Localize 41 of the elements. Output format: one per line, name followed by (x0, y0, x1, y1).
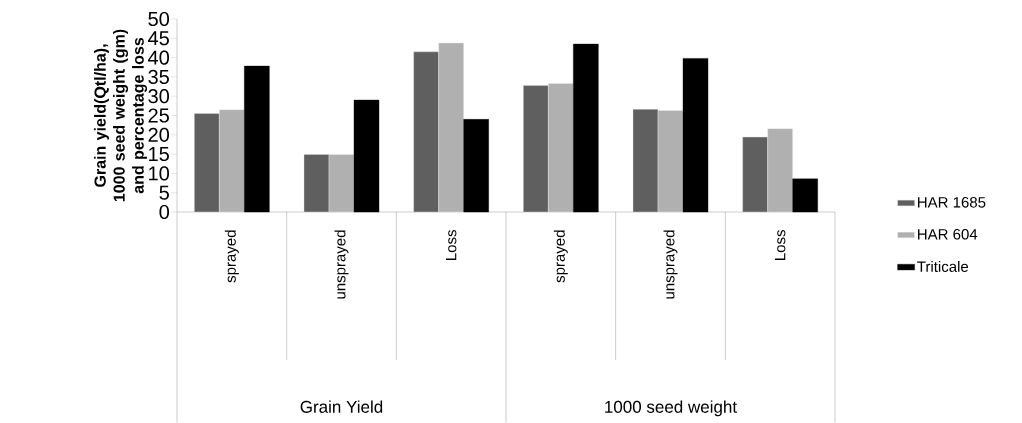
bar (682, 58, 709, 213)
bar (463, 119, 489, 213)
legend-label: HAR 1685 (918, 197, 986, 208)
bar (353, 99, 380, 213)
y-tick-label: 20 (148, 127, 170, 142)
text: 1000 seed weight (605, 400, 737, 417)
bar (219, 109, 245, 213)
y-tick-label: 35 (148, 69, 169, 84)
legend-label: HAR 604 (918, 228, 978, 240)
bar (792, 178, 818, 213)
bar (413, 51, 439, 213)
bar (742, 136, 768, 213)
y-tick-label: 30 (148, 89, 170, 104)
bar (194, 113, 220, 213)
bar (657, 110, 684, 213)
x-tick-label: unsprayed (334, 230, 349, 299)
legend-label: Triticale (917, 260, 969, 272)
bar (573, 43, 599, 213)
x-tick-label: Loss (445, 230, 457, 260)
x-tick-label: Loss (774, 230, 786, 260)
y-tick-label: 50 (148, 11, 170, 27)
y-tick-label: 15 (149, 147, 169, 162)
y-tick-label: 25 (148, 108, 169, 123)
bar (548, 83, 574, 213)
y-axis-title: Grain yield(Qtl/ha), 1000 seed weight (gm) and percentage loss (94, 29, 148, 202)
y-tick-label: 45 (148, 31, 169, 46)
y-tick-label: 40 (148, 50, 170, 65)
x-tick-label: sprayed (553, 230, 568, 283)
bar (523, 85, 549, 213)
bar (438, 42, 464, 213)
x-tick-label: sprayed (224, 230, 239, 283)
bar (303, 154, 330, 213)
bar (767, 128, 793, 213)
bar (244, 65, 270, 213)
bar (328, 154, 355, 213)
bar (632, 109, 659, 213)
y-tick-label: 0 (159, 204, 170, 220)
text: Grain Yield (300, 400, 383, 413)
y-tick-label: 10 (149, 166, 170, 181)
y-tick-label: 5 (159, 185, 169, 200)
x-tick-label: unsprayed (663, 230, 678, 299)
